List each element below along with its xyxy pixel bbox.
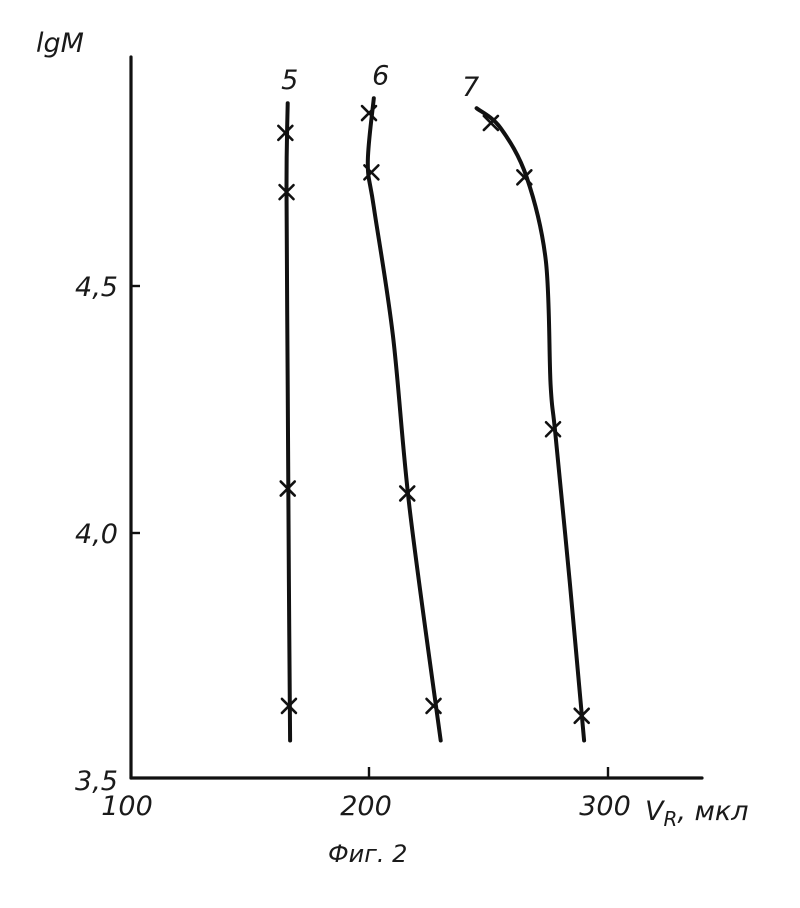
figure-caption: Фиг. 2	[328, 840, 407, 868]
axes	[131, 57, 702, 778]
series-curves	[287, 98, 585, 740]
x-tick-label-200: 200	[340, 791, 392, 822]
data-markers: 5 6 7	[278, 60, 588, 723]
curve-series-6	[368, 98, 441, 740]
x-axis-title: VR, мкл	[645, 796, 749, 831]
series-label-6: 6	[372, 60, 389, 91]
ticks: 1002003003,54,04,5	[75, 272, 631, 822]
y-tick-label-4,5: 4,5	[75, 272, 118, 303]
curve-series-5	[287, 103, 291, 740]
series-label-5: 5	[281, 65, 298, 96]
x-axis-title-subscript: R	[663, 807, 677, 831]
y-tick-label-4,0: 4,0	[75, 519, 118, 550]
y-axis-title: lgM	[36, 28, 84, 59]
x-tick-label-300: 300	[579, 791, 631, 822]
curve-series-7	[477, 108, 584, 740]
y-tick-label-3,5: 3,5	[75, 766, 118, 797]
series-label-7: 7	[462, 72, 479, 103]
x-axis-title-unit: , мкл	[677, 796, 748, 827]
